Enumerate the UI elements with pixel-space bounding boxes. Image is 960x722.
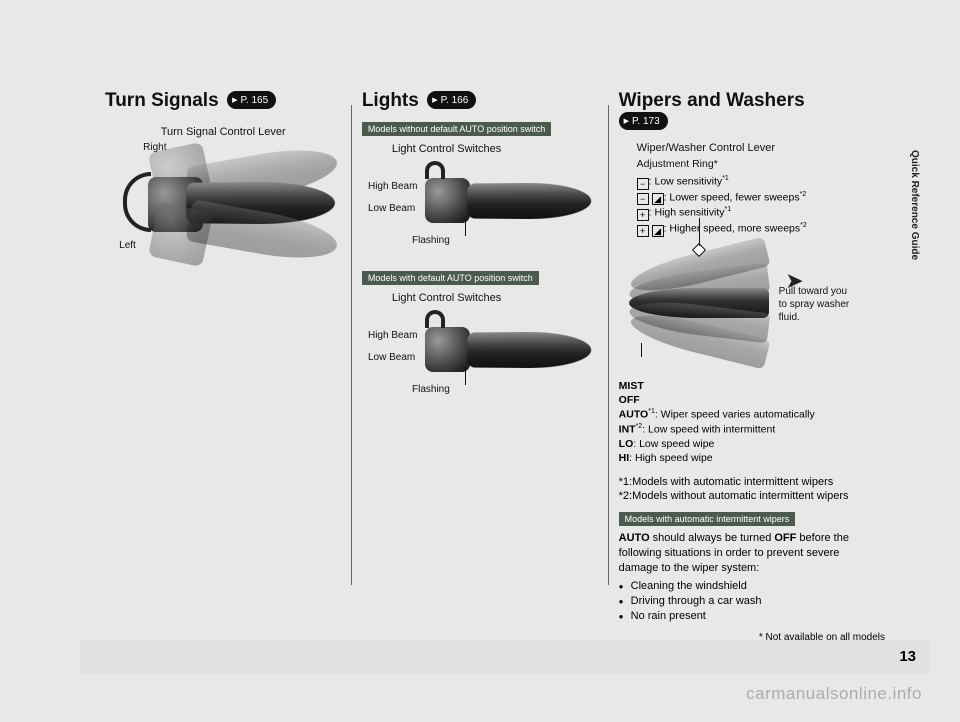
col-lights: Lights P. 166 Models without default AUT… xyxy=(352,90,608,635)
wiper-lever-diagram: ➤ Pull toward you to spray washer fluid. xyxy=(619,243,849,373)
sweep-down-icon: ◢ xyxy=(652,193,664,205)
mode-lo-label: LO xyxy=(619,438,634,450)
page-ref-166: P. 166 xyxy=(427,91,476,109)
adj-low-sens: : Low sensitivity xyxy=(649,176,723,188)
col-turn-signals: Turn Signals P. 165 Turn Signal Control … xyxy=(95,90,351,635)
bullet-clean: Cleaning the windshield xyxy=(619,579,855,594)
plus-icon: + xyxy=(637,209,649,221)
light-lever-diagram-1: High Beam Low Beam Flashing xyxy=(370,163,590,253)
bullet-carwash: Driving through a car wash xyxy=(619,594,855,609)
plus-icon-2: + xyxy=(637,225,649,237)
label-low-beam-1: Low Beam xyxy=(368,203,415,214)
sup-auto: *1 xyxy=(648,408,655,415)
col-wipers: Wipers and Washers P. 173 Wiper/Washer C… xyxy=(609,90,865,635)
mode-hi-label: HI xyxy=(619,452,630,464)
mode-auto-text: : Wiper speed varies automatically xyxy=(655,409,815,421)
side-tab: Quick Reference Guide xyxy=(909,150,920,260)
bullet-norain: No rain present xyxy=(619,609,855,624)
adj-lower-speed: : Lower speed, fewer sweeps xyxy=(664,191,800,203)
label-flashing-2: Flashing xyxy=(412,384,450,395)
sup-1b: *1 xyxy=(725,206,732,213)
label-low-beam-2: Low Beam xyxy=(368,352,415,363)
auto-off-bullets: Cleaning the windshield Driving through … xyxy=(619,579,855,625)
sweep-up-icon: ◢ xyxy=(652,225,664,237)
sup-1a: *1 xyxy=(722,175,729,182)
label-high-beam-1: High Beam xyxy=(368,181,417,192)
mode-off: OFF xyxy=(619,394,640,406)
minus-icon-2: − xyxy=(637,193,649,205)
footnote-not-available: * Not available on all models xyxy=(759,632,885,643)
adj-high-sens: : High sensitivity xyxy=(649,207,725,219)
auto-off-note: AUTO should always be turned OFF before … xyxy=(619,531,855,577)
watermark: carmanualsonline.info xyxy=(746,684,922,704)
light-lever-diagram-2: High Beam Low Beam Flashing xyxy=(370,312,590,402)
wipers-title: Wipers and Washers xyxy=(619,90,805,111)
light-switches-label-1: Light Control Switches xyxy=(392,143,598,155)
mode-mist: MIST xyxy=(619,380,644,392)
page-number: 13 xyxy=(899,648,916,665)
mode-auto-label: AUTO xyxy=(619,409,649,421)
minus-icon: − xyxy=(637,178,649,190)
model-tag-auto-wipers: Models with automatic intermittent wiper… xyxy=(619,512,796,526)
turn-signals-title: Turn Signals xyxy=(105,90,219,111)
page-ref-173: P. 173 xyxy=(619,112,668,130)
lights-title: Lights xyxy=(362,90,419,111)
label-flashing-1: Flashing xyxy=(412,235,450,246)
sup-2a: *2 xyxy=(800,191,807,198)
turn-signal-lever-diagram: Right Left xyxy=(113,142,333,262)
adjustment-ring-list: −: Low sensitivity*1 − ◢: Lower speed, f… xyxy=(637,174,855,237)
label-high-beam-2: High Beam xyxy=(368,330,417,341)
sup-2b: *2 xyxy=(800,222,807,229)
mode-hi-text: : High speed wipe xyxy=(629,452,712,464)
mode-int-text: : Low speed with intermittent xyxy=(642,423,775,435)
mode-int-label: INT xyxy=(619,423,636,435)
pull-label: Pull toward you to spray washer fluid. xyxy=(779,285,851,324)
turn-signal-lever-label: Turn Signal Control Lever xyxy=(105,126,341,138)
model-tag-with-auto: Models with default AUTO position switch xyxy=(362,271,539,285)
footnote-star2: *2:Models without automatic intermittent… xyxy=(619,489,855,503)
footer-bar xyxy=(80,640,930,674)
light-switches-label-2: Light Control Switches xyxy=(392,292,598,304)
wiper-modes: MIST OFF AUTO*1: Wiper speed varies auto… xyxy=(619,379,855,465)
page-content: Turn Signals P. 165 Turn Signal Control … xyxy=(95,90,865,635)
footnote-star1: *1:Models with automatic intermittent wi… xyxy=(619,475,855,489)
page-ref-165: P. 165 xyxy=(227,91,276,109)
wiper-lever-label: Wiper/Washer Control Lever xyxy=(637,142,855,154)
adj-higher-speed: : Higher speed, more sweeps xyxy=(664,223,801,235)
mode-lo-text: : Low speed wipe xyxy=(633,438,714,450)
model-tag-without-auto: Models without default AUTO position swi… xyxy=(362,122,551,136)
adjustment-ring-label: Adjustment Ring* xyxy=(637,158,855,170)
label-left: Left xyxy=(119,240,136,251)
